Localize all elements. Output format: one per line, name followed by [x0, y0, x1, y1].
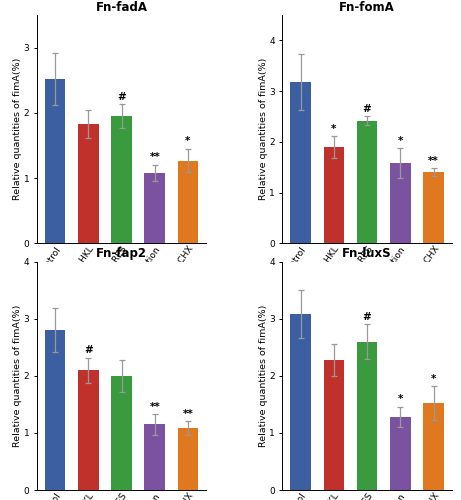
Bar — [390, 163, 411, 244]
Bar — [290, 82, 311, 243]
Bar — [45, 79, 65, 243]
Title: Fn-luxS: Fn-luxS — [343, 248, 392, 260]
Text: *: * — [398, 136, 403, 146]
Text: #: # — [363, 312, 372, 322]
Y-axis label: Relative quantities of fimA(%): Relative quantities of fimA(%) — [259, 304, 268, 447]
Bar — [144, 424, 165, 490]
Bar — [357, 342, 378, 490]
Text: *: * — [331, 124, 337, 134]
Bar — [78, 124, 99, 244]
Y-axis label: Relative quantities of fimA(%): Relative quantities of fimA(%) — [259, 58, 268, 201]
Y-axis label: Relative quantities of fimA(%): Relative quantities of fimA(%) — [13, 304, 22, 447]
Bar — [144, 173, 165, 244]
Text: **: ** — [428, 156, 439, 166]
Title: Fn-fomA: Fn-fomA — [339, 1, 395, 14]
Bar — [177, 428, 198, 490]
Bar — [324, 147, 344, 244]
Text: #: # — [84, 346, 93, 356]
Bar — [423, 403, 444, 490]
Bar — [78, 370, 99, 490]
Bar — [177, 160, 198, 244]
Text: **: ** — [183, 409, 193, 419]
Text: **: ** — [149, 402, 160, 412]
Bar — [324, 360, 344, 490]
Bar — [357, 120, 378, 244]
Y-axis label: Relative quantities of fimA(%): Relative quantities of fimA(%) — [13, 58, 22, 201]
Bar — [111, 376, 132, 490]
Text: #: # — [363, 104, 372, 115]
Bar — [111, 116, 132, 244]
Text: *: * — [398, 394, 403, 404]
Text: **: ** — [149, 152, 160, 162]
Text: *: * — [431, 374, 436, 384]
Bar — [390, 417, 411, 490]
Bar — [45, 330, 65, 490]
Text: #: # — [117, 92, 126, 102]
Text: *: * — [185, 136, 191, 146]
Bar — [423, 172, 444, 244]
Title: Fn-fap2: Fn-fap2 — [96, 248, 147, 260]
Bar — [290, 314, 311, 490]
Title: Fn-fadA: Fn-fadA — [95, 1, 148, 14]
